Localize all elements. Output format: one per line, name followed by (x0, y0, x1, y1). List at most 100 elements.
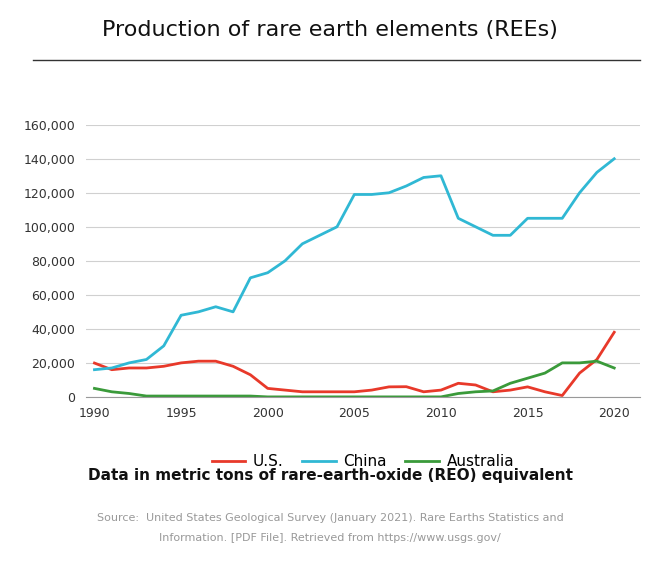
Australia (229, 392, 237, 399)
U.S. (108, 366, 115, 373)
Australia (108, 388, 115, 395)
China (420, 174, 428, 181)
Line: U.S.: U.S. (94, 332, 614, 396)
China (90, 366, 98, 373)
Australia (333, 393, 341, 400)
China (108, 365, 115, 371)
China (506, 232, 514, 239)
China (195, 308, 203, 315)
U.S. (143, 365, 150, 371)
China (212, 303, 220, 310)
China (576, 189, 583, 196)
U.S. (437, 387, 445, 393)
U.S. (195, 358, 203, 365)
Australia (212, 392, 220, 399)
China (454, 215, 462, 222)
U.S. (298, 388, 306, 395)
Australia (246, 392, 254, 399)
U.S. (229, 363, 237, 370)
Australia (472, 388, 480, 395)
U.S. (420, 388, 428, 395)
U.S. (576, 370, 583, 376)
China (125, 359, 133, 366)
U.S. (90, 359, 98, 366)
Line: Australia: Australia (94, 361, 614, 397)
China (177, 312, 185, 319)
Australia (90, 385, 98, 392)
China (523, 215, 531, 222)
U.S. (506, 387, 514, 393)
China (610, 155, 618, 162)
Australia (298, 393, 306, 400)
Australia (437, 393, 445, 400)
Australia (281, 393, 289, 400)
Australia (143, 392, 150, 399)
U.S. (350, 388, 358, 395)
U.S. (454, 380, 462, 387)
U.S. (541, 388, 549, 395)
China (229, 308, 237, 315)
U.S. (246, 371, 254, 378)
U.S. (281, 387, 289, 393)
U.S. (264, 385, 272, 392)
China (472, 223, 480, 230)
Australia (368, 393, 376, 400)
China (593, 169, 601, 176)
Text: Source:  United States Geological Survey (January 2021). Rare Earths Statistics : Source: United States Geological Survey … (96, 513, 564, 523)
China (264, 269, 272, 276)
Australia (385, 393, 393, 400)
China (333, 223, 341, 230)
U.S. (160, 363, 168, 370)
China (160, 342, 168, 349)
U.S. (333, 388, 341, 395)
U.S. (385, 383, 393, 390)
Australia (403, 393, 411, 400)
China (489, 232, 497, 239)
China (437, 172, 445, 179)
Australia (523, 375, 531, 382)
Australia (160, 392, 168, 399)
China (246, 274, 254, 281)
China (315, 232, 323, 239)
China (541, 215, 549, 222)
U.S. (610, 329, 618, 336)
U.S. (558, 392, 566, 399)
U.S. (212, 358, 220, 365)
China (385, 189, 393, 196)
Australia (195, 392, 203, 399)
U.S. (523, 383, 531, 390)
U.S. (472, 382, 480, 388)
Text: Data in metric tons of rare-earth-oxide (REO) equivalent: Data in metric tons of rare-earth-oxide … (88, 468, 572, 483)
China (143, 356, 150, 363)
Australia (177, 392, 185, 399)
Australia (593, 358, 601, 365)
Australia (454, 390, 462, 397)
Australia (420, 393, 428, 400)
Australia (541, 370, 549, 376)
China (298, 240, 306, 247)
China (350, 191, 358, 198)
U.S. (368, 387, 376, 393)
U.S. (177, 359, 185, 366)
Australia (610, 365, 618, 371)
China (281, 257, 289, 264)
Australia (489, 388, 497, 395)
U.S. (593, 356, 601, 363)
Text: Production of rare earth elements (REEs): Production of rare earth elements (REEs) (102, 20, 558, 40)
Australia (315, 393, 323, 400)
U.S. (125, 365, 133, 371)
Australia (125, 390, 133, 397)
China (558, 215, 566, 222)
Australia (264, 393, 272, 400)
Line: China: China (94, 159, 614, 370)
Legend: U.S., China, Australia: U.S., China, Australia (206, 448, 520, 475)
China (403, 183, 411, 189)
Australia (350, 393, 358, 400)
Australia (506, 380, 514, 387)
Text: Information. [PDF File]. Retrieved from https://www.usgs.gov/: Information. [PDF File]. Retrieved from … (159, 533, 501, 543)
U.S. (315, 388, 323, 395)
Australia (558, 359, 566, 366)
U.S. (489, 388, 497, 395)
Australia (576, 359, 583, 366)
U.S. (403, 383, 411, 390)
